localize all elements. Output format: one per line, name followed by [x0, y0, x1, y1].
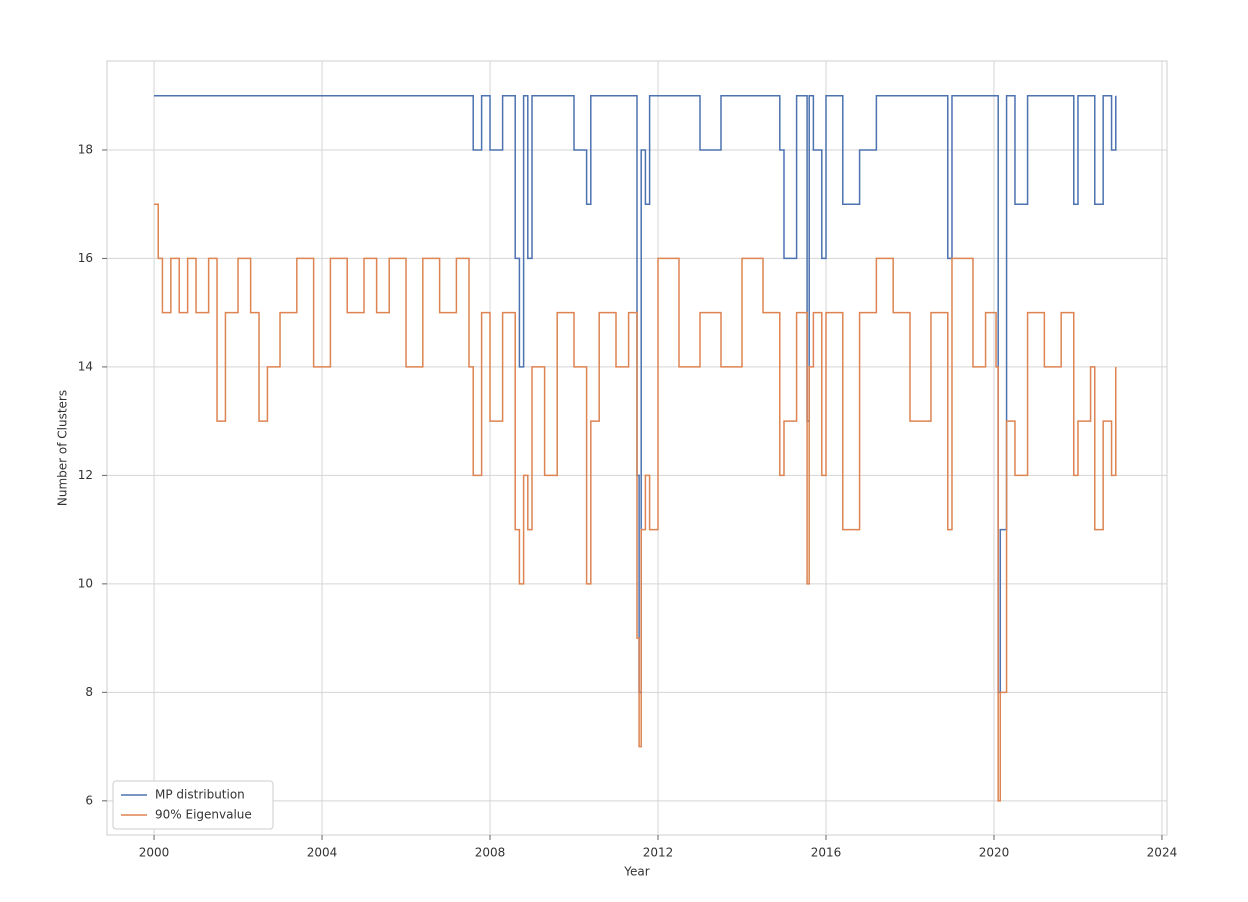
- x-tick-label: 2012: [643, 846, 674, 860]
- y-tick-label: 12: [78, 468, 93, 482]
- series-line: [154, 94, 1117, 694]
- y-tick-label: 16: [78, 251, 93, 265]
- y-tick-label: 14: [78, 359, 93, 373]
- y-axis-label: Number of Clusters: [56, 390, 70, 506]
- x-tick-label: 2004: [307, 846, 338, 860]
- x-tick-label: 2008: [475, 846, 506, 860]
- series-line: [154, 203, 1117, 802]
- x-tick-label: 2000: [139, 846, 170, 860]
- y-tick-label: 18: [78, 142, 93, 156]
- y-tick-label: 8: [85, 685, 93, 699]
- y-tick-label: 10: [78, 576, 93, 590]
- x-tick-label: 2020: [979, 846, 1010, 860]
- x-tick-label: 2016: [811, 846, 842, 860]
- legend-box: [112, 780, 274, 830]
- legend-label: 90% Eigenvalue: [155, 808, 252, 822]
- x-tick-label: 2024: [1147, 846, 1178, 860]
- y-tick-label: 6: [85, 793, 93, 807]
- legend-label: MP distribution: [155, 788, 245, 802]
- x-axis-label: Year: [623, 865, 649, 879]
